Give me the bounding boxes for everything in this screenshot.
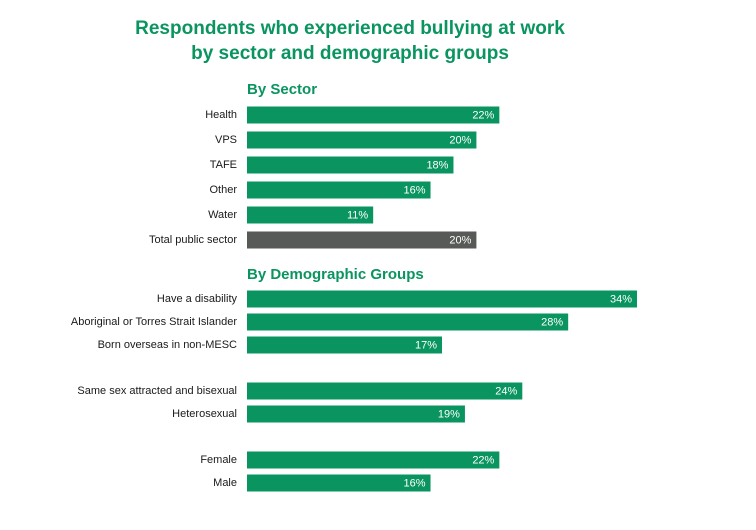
bar-row: VPS 20%: [215, 131, 477, 149]
bar-row: Have a disability 34%: [157, 290, 637, 308]
category-label: Water: [208, 209, 237, 221]
bar: [247, 181, 431, 199]
bar: [247, 451, 500, 469]
value-label: 28%: [541, 316, 563, 328]
bar: [247, 156, 454, 174]
category-label: Have a disability: [157, 293, 238, 305]
bar-row: Health 22%: [205, 106, 500, 124]
bar: [247, 131, 477, 149]
category-label: Female: [200, 454, 237, 466]
category-label: Heterosexual: [172, 408, 237, 420]
bar: [247, 290, 637, 308]
bar-row: Same sex attracted and bisexual 24%: [77, 382, 523, 400]
bar-row: Heterosexual 19%: [172, 405, 465, 423]
category-label: Aboriginal or Torres Strait Islander: [71, 316, 237, 328]
value-label: 11%: [347, 209, 368, 221]
bar: [247, 206, 374, 224]
bar-row: Other 16%: [209, 181, 431, 199]
bar-row: Aboriginal or Torres Strait Islander 28%: [71, 313, 569, 331]
value-label: 19%: [438, 408, 460, 420]
value-label: 24%: [495, 385, 517, 397]
value-label: 22%: [472, 109, 494, 121]
category-label: Born overseas in non-MESC: [98, 339, 237, 351]
value-label: 20%: [449, 134, 471, 146]
value-label: 16%: [403, 477, 425, 489]
category-label: Male: [213, 477, 237, 489]
bar-row: Male 16%: [213, 474, 431, 492]
value-label: 18%: [426, 159, 448, 171]
category-label: Total public sector: [149, 234, 237, 246]
bar: [247, 405, 465, 423]
bar-row: Total public sector 20%: [149, 231, 477, 249]
total-bar: [247, 231, 477, 249]
section-heading: By Demographic Groups: [247, 266, 424, 283]
category-label: Health: [205, 109, 237, 121]
category-label: VPS: [215, 134, 237, 146]
chart-title-line-1: Respondents who experienced bullying at …: [135, 18, 565, 39]
category-label: Other: [209, 184, 237, 196]
chart-title: Respondents who experienced bullying at …: [0, 16, 700, 66]
bar-row: TAFE 18%: [210, 156, 454, 174]
bar: [247, 336, 442, 354]
section-heading: By Sector: [247, 81, 317, 98]
bar: [247, 474, 431, 492]
value-label: 20%: [449, 234, 471, 246]
value-label: 17%: [415, 339, 437, 351]
bar: [247, 106, 500, 124]
bar: [247, 313, 569, 331]
value-label: 34%: [610, 293, 632, 305]
chart-title-line-2: by sector and demographic groups: [191, 43, 509, 64]
bar-row: Water 11%: [208, 206, 374, 224]
category-label: Same sex attracted and bisexual: [77, 385, 237, 397]
bar: [247, 382, 523, 400]
bar-row: Born overseas in non-MESC 17%: [98, 336, 442, 354]
value-label: 16%: [403, 184, 425, 196]
value-label: 22%: [472, 454, 494, 466]
category-label: TAFE: [210, 159, 237, 171]
bar-row: Female 22%: [200, 451, 500, 469]
